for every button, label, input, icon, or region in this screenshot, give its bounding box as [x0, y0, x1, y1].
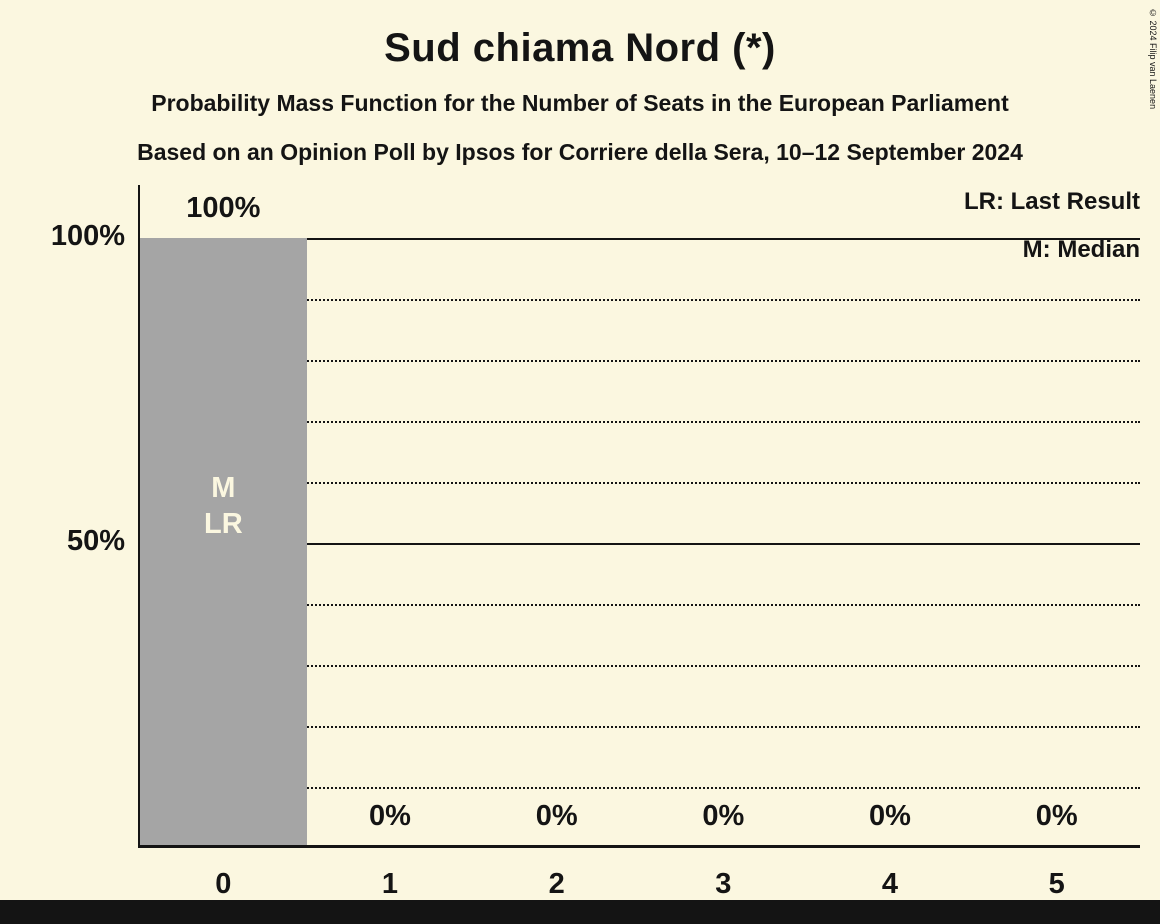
gridline-dotted-30	[140, 665, 1140, 667]
plot-area: M LR	[140, 238, 1140, 848]
value-label-seats-1: 0%	[369, 800, 411, 832]
gridline-dotted-90	[140, 299, 1140, 301]
gridline-dotted-70	[140, 421, 1140, 423]
x-axis-line	[138, 845, 1140, 848]
gridline-dotted-40	[140, 604, 1140, 606]
chart-title: Sud chiama Nord (*)	[384, 26, 776, 70]
legend-median: M: Median	[1022, 236, 1140, 263]
y-tick-50: 50%	[66, 525, 125, 557]
x-tick-3: 3	[715, 868, 732, 900]
bottom-strip	[0, 900, 1160, 924]
y-axis-line	[138, 185, 140, 848]
gridline-solid-50	[140, 543, 1140, 545]
bar-seats-0: M LR	[140, 238, 307, 848]
value-label-seats-2: 0%	[535, 800, 578, 832]
x-tick-5: 5	[1048, 868, 1065, 900]
gridline-dotted-10	[140, 787, 1140, 789]
copyright-notice: © 2024 Filip van Laenen	[1148, 8, 1158, 110]
x-tick-1: 1	[381, 868, 399, 900]
chart-subtitle-1: Probability Mass Function for the Number…	[151, 90, 1009, 116]
x-tick-2: 2	[548, 868, 565, 900]
x-tick-0: 0	[215, 868, 232, 900]
value-label-seats-5: 0%	[1035, 800, 1078, 832]
gridline-dotted-20	[140, 726, 1140, 728]
gridline-dotted-80	[140, 360, 1140, 362]
x-tick-4: 4	[881, 868, 899, 900]
y-tick-100: 100%	[50, 220, 125, 252]
chart-subtitle-2: Based on an Opinion Poll by Ipsos for Co…	[137, 139, 1023, 165]
legend-last-result: LR: Last Result	[963, 188, 1140, 215]
value-label-seats-0: 100%	[186, 192, 261, 224]
value-label-seats-4: 0%	[869, 800, 911, 832]
gridline-dotted-60	[140, 482, 1140, 484]
bar-annotation-0: M LR	[203, 472, 243, 541]
value-label-seats-3: 0%	[702, 800, 745, 832]
gridline-solid-100	[140, 238, 1140, 240]
